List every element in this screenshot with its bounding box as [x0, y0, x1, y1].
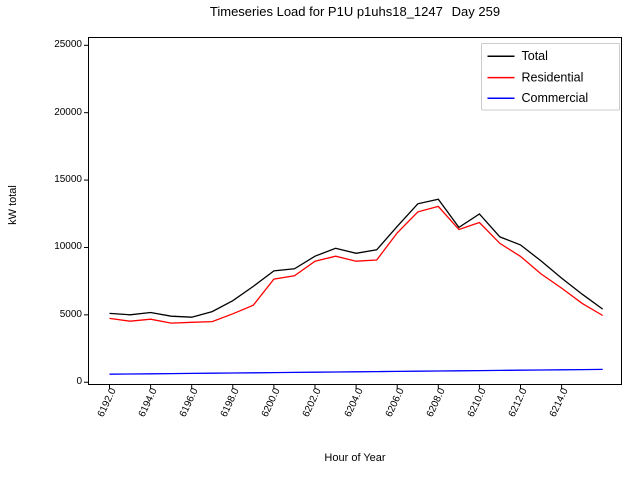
svg-text:Residential: Residential	[522, 70, 584, 84]
svg-text:Total: Total	[522, 49, 548, 63]
svg-text:Commercial: Commercial	[522, 91, 589, 105]
